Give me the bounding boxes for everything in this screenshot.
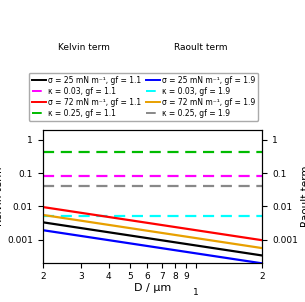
Y-axis label: Raoult term: Raoult term (301, 165, 305, 227)
Legend: σ = 25 mN m⁻¹, gf = 1.1, κ = 0.03, gf = 1.1, σ = 72 mN m⁻¹, gf = 1.1, κ = 0.25, : σ = 25 mN m⁻¹, gf = 1.1, κ = 0.03, gf = … (29, 73, 258, 121)
Text: Raoult term: Raoult term (174, 43, 228, 52)
X-axis label: D / μm: D / μm (134, 283, 171, 293)
Text: Kelvin term: Kelvin term (59, 43, 110, 52)
Text: 1: 1 (193, 288, 199, 297)
Y-axis label: Kelvin term: Kelvin term (0, 166, 4, 226)
